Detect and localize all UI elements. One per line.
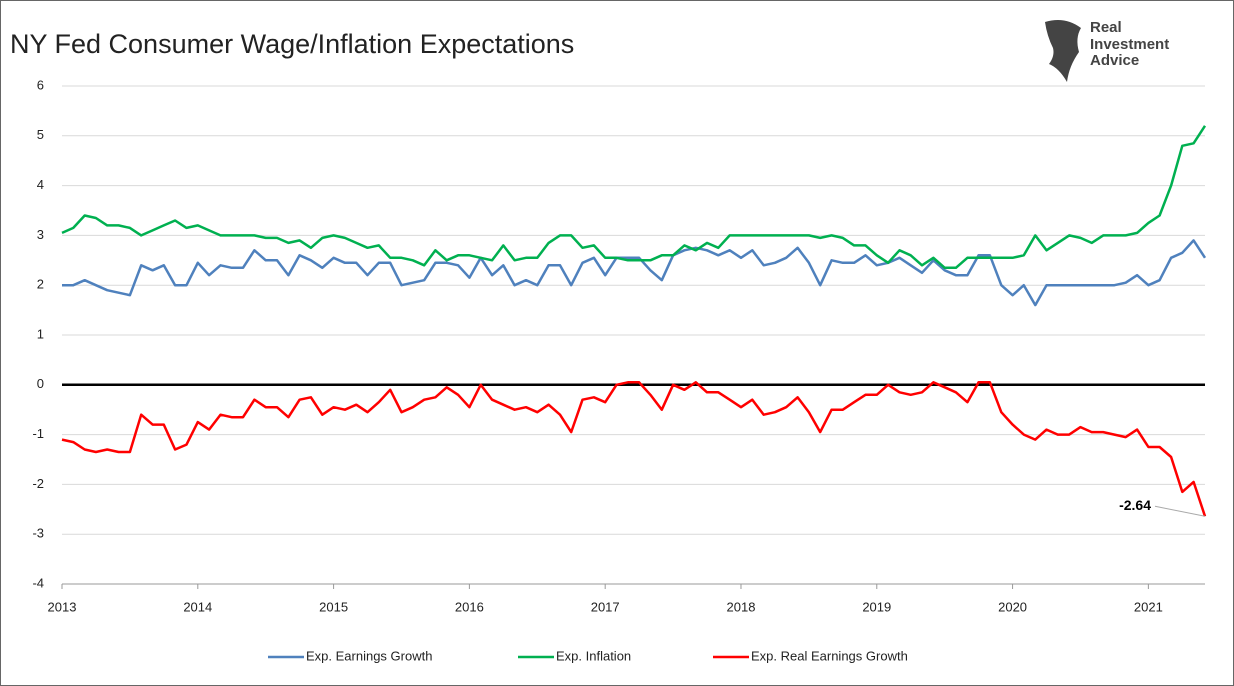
legend-label: Exp. Real Earnings Growth: [751, 648, 908, 663]
x-tick-label: 2013: [48, 599, 77, 614]
y-tick-label: 1: [37, 326, 44, 341]
logo-icon: [1045, 20, 1081, 82]
y-tick-label: 4: [37, 177, 44, 192]
y-tick-label: 3: [37, 227, 44, 242]
x-tick-label: 2018: [727, 599, 756, 614]
x-tick-label: 2021: [1134, 599, 1163, 614]
y-tick-label: -3: [32, 526, 44, 541]
x-tick-label: 2017: [591, 599, 620, 614]
logo-text: Investment: [1090, 36, 1169, 53]
x-tick-label: 2020: [998, 599, 1027, 614]
logo-text: Advice: [1090, 52, 1139, 69]
y-tick-label: 2: [37, 277, 44, 292]
series-line: [61, 125, 1207, 270]
series-line: [61, 381, 1207, 517]
x-tick-label: 2014: [183, 599, 212, 614]
leader-line: [1154, 505, 1206, 517]
y-tick-label: -1: [32, 426, 44, 441]
x-tick-label: 2015: [319, 599, 348, 614]
y-tick-label: 0: [37, 376, 44, 391]
legend-label: Exp. Earnings Growth: [306, 648, 432, 663]
chart-title: NY Fed Consumer Wage/Inflation Expectati…: [10, 29, 574, 59]
y-tick-label: 6: [37, 77, 44, 92]
y-tick-label: -2: [32, 476, 44, 491]
legend-label: Exp. Inflation: [556, 648, 631, 663]
y-tick-label: 5: [37, 127, 44, 142]
y-tick-label: -4: [32, 575, 44, 590]
logo: Real Investment Advice: [1045, 19, 1169, 82]
x-tick-label: 2019: [862, 599, 891, 614]
data-label: -2.64: [1119, 497, 1151, 513]
logo-text: Real: [1090, 19, 1122, 36]
series-line: [62, 239, 1207, 307]
x-tick-label: 2016: [455, 599, 484, 614]
